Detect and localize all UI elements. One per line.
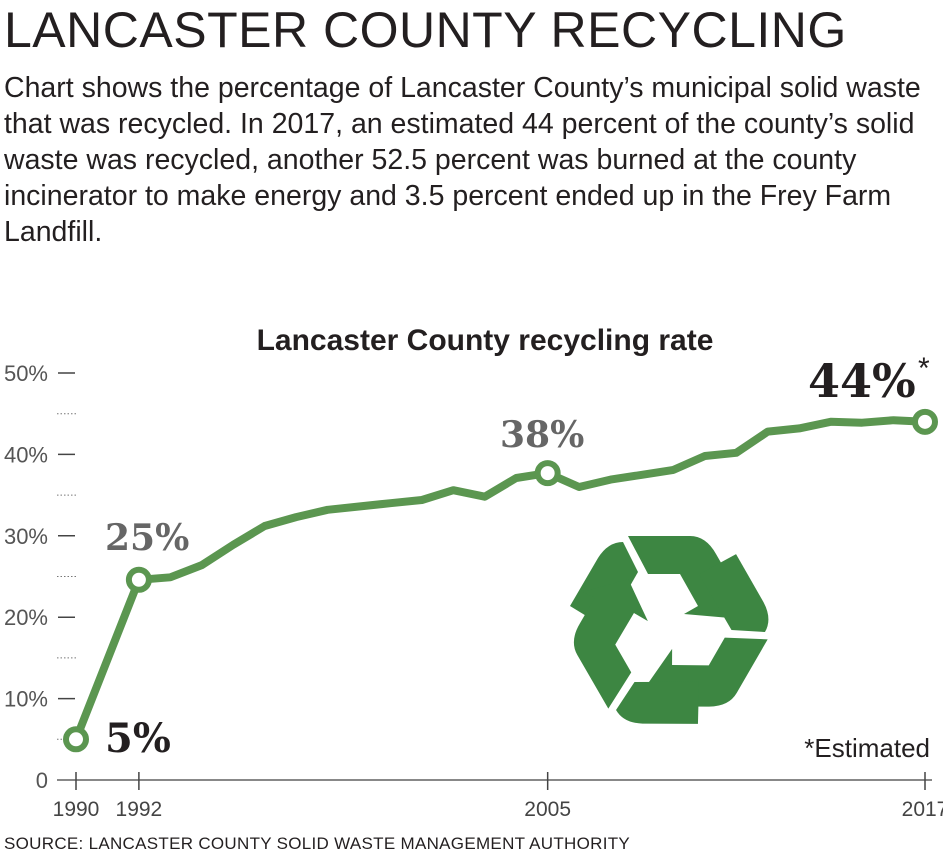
recycle-arrow [573,579,648,709]
data-point-marker [63,726,89,753]
chart-title: Lancaster County recycling rate [257,324,714,357]
y-tick-label: 20% [4,605,48,630]
intro-text: Chart shows the percentage of Lancaster … [4,72,921,248]
estimate-asterisk: * [918,352,930,385]
data-point-marker [125,566,152,593]
data-label: 38% [500,414,584,456]
recycle-icon [570,536,769,724]
y-tick-label: 30% [4,524,48,549]
y-tick-label: 40% [4,442,48,467]
footnote: *Estimated [804,733,930,763]
y-tick-label: 0 [36,768,48,793]
recycle-segment [699,554,769,633]
data-point-marker [912,408,938,435]
x-tick-label: 1992 [116,798,163,821]
recycle-segment [570,542,638,628]
data-label: 25% [105,517,189,559]
recycle-segment [616,681,699,724]
data-point-marker [534,460,561,487]
series-line [72,416,929,744]
x-tick-label: 2017 [902,798,943,821]
data-label: 5% [105,715,171,762]
headline: LANCASTER COUNTY RECYCLING [4,2,847,58]
y-tick-label: 10% [4,687,48,712]
source-note: SOURCE: LANCASTER COUNTY SOLID WASTE MAN… [4,834,631,853]
x-tick-label: 2005 [524,798,571,821]
x-tick-label: 1990 [53,798,100,821]
y-tick-label: 50% [4,361,48,386]
data-label: 44% [808,354,916,408]
